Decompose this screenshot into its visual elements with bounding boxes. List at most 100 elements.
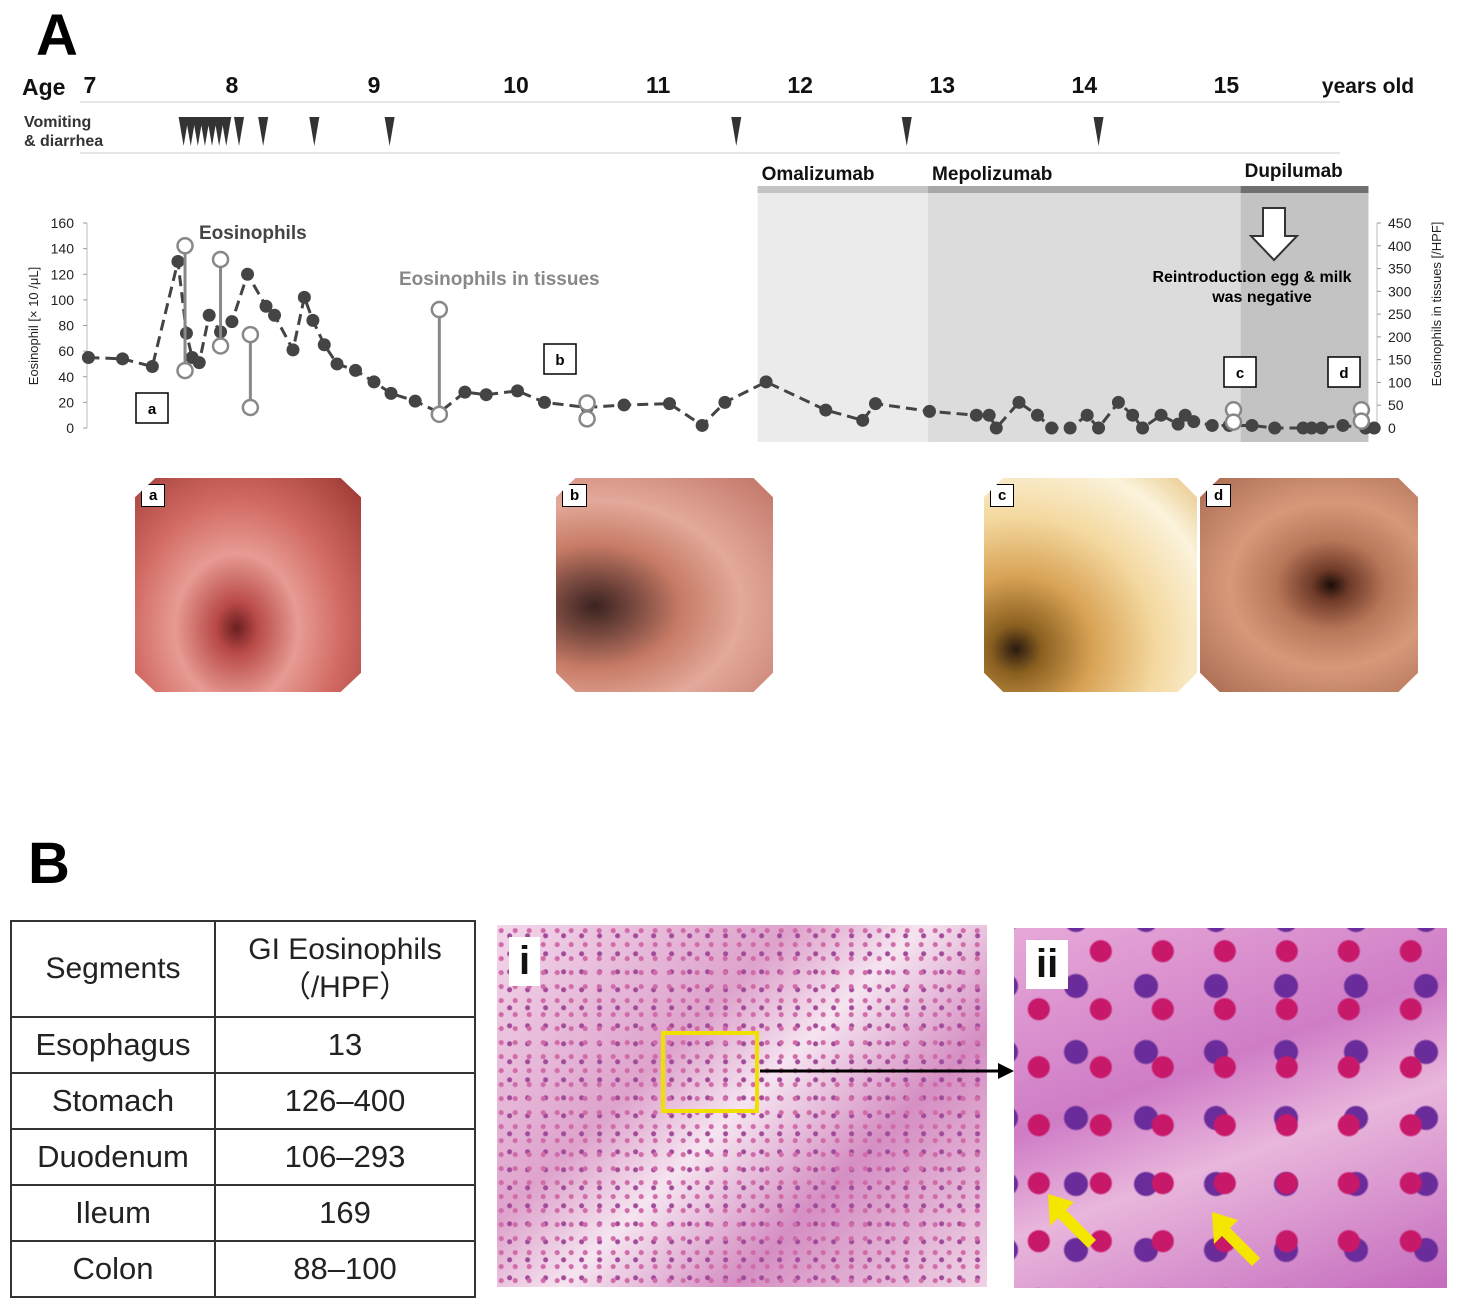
table-row: Colon 88–100 — [10, 1240, 476, 1298]
tissue-max-point — [176, 237, 194, 255]
age-timeline: Age 7 8 9 10 11 12 13 14 15 years old Vomiting & dia… — [22, 72, 1414, 154]
right-tick-label: 150 — [1388, 352, 1412, 368]
vomiting-event-marker — [731, 117, 742, 146]
eosinophil-point — [1187, 415, 1201, 429]
tissue-min-point — [1224, 413, 1243, 431]
eosinophil-point — [241, 267, 255, 281]
vomiting-event-marker — [384, 117, 395, 146]
right-tick-label: 400 — [1388, 238, 1412, 254]
eosinophil-point — [1336, 418, 1350, 432]
treatment-band — [757, 188, 929, 442]
eosinophil-point — [662, 397, 676, 411]
segment-cell: Colon — [10, 1240, 216, 1298]
eosinophil-point — [145, 360, 159, 373]
left-tick-label: 160 — [51, 215, 75, 231]
header-gi-eosinophils-line1: GI Eosinophils — [248, 933, 442, 966]
eosinophil-point — [695, 418, 709, 432]
eosinophil-point — [225, 315, 239, 329]
eosinophil-point — [116, 352, 130, 366]
eosinophil-point — [367, 375, 381, 389]
vomiting-event-marker — [185, 117, 196, 146]
vomiting-event-marker — [199, 117, 210, 146]
eosinophil-point — [268, 308, 282, 322]
histology-label-ii: ii — [1026, 940, 1069, 989]
eosinophil-point — [1205, 418, 1219, 432]
reintroduction-label-line2: was negative — [1211, 289, 1312, 306]
age-tick-label: 10 — [503, 72, 529, 98]
value-cell: 126–400 — [214, 1072, 476, 1130]
eosinophil-point — [171, 254, 185, 268]
endoscopy-marker-label: a — [148, 401, 157, 418]
tissue-min-point — [176, 361, 194, 380]
right-tick-label: 50 — [1388, 397, 1404, 413]
value-cell: 13 — [214, 1016, 476, 1074]
eosinophil-point — [1126, 408, 1140, 422]
left-tick-label: 60 — [58, 343, 74, 359]
right-tick-label: 0 — [1388, 420, 1396, 436]
endoscopy-label-d: d — [1206, 484, 1232, 507]
panel-b-letter: B — [28, 831, 70, 896]
eosinophil-point — [989, 421, 1003, 435]
treatment-band — [928, 188, 1241, 442]
tissue-max-point — [430, 300, 449, 319]
right-tick-label: 250 — [1388, 306, 1412, 322]
endoscopy-marker-box — [1223, 356, 1257, 388]
eosinophil-point — [718, 395, 732, 409]
unit-label: years old — [1322, 75, 1414, 98]
eosinophils-series-label: Eosinophils — [199, 223, 307, 244]
age-tick-label: 12 — [787, 72, 813, 98]
header-gi-eosinophils-line2: （/HPF） — [280, 971, 410, 1004]
eosinophil-point — [1305, 421, 1319, 435]
header-gi-eosinophils: GI Eosinophils （/HPF） — [214, 920, 476, 1018]
eosinophil-point — [1245, 418, 1259, 432]
left-tick-label: 80 — [58, 318, 74, 334]
left-tick-label: 0 — [66, 420, 74, 436]
table-header-row: Segments GI Eosinophils （/HPF） — [10, 920, 476, 1018]
eosinophil-point — [922, 404, 936, 418]
tissue-min-point — [211, 337, 230, 355]
value-cell: 169 — [214, 1184, 476, 1242]
tissue-min-point — [241, 398, 260, 417]
treatment-bar — [928, 186, 1241, 193]
eosinophil-point — [868, 397, 882, 411]
left-tick-label: 140 — [51, 241, 75, 257]
eosinophil-point — [479, 388, 493, 402]
age-tick-label: 8 — [226, 72, 239, 98]
endoscopy-marker-label: d — [1339, 365, 1348, 382]
endoscopy-image-d: d — [1200, 478, 1418, 692]
down-arrow-icon — [1248, 207, 1300, 262]
yellow-arrow-icon — [1212, 1212, 1260, 1266]
eosinophil-point — [856, 413, 870, 427]
eosinophil-point — [510, 384, 524, 398]
age-tick-label: 15 — [1214, 72, 1240, 98]
age-tick-label: 14 — [1072, 72, 1098, 98]
endoscopy-image-b: b — [556, 478, 773, 692]
tissue-max-point — [578, 394, 596, 412]
right-tick-label: 200 — [1388, 329, 1412, 345]
eosinophil-point — [349, 363, 363, 377]
eosinophil-point — [759, 375, 773, 389]
eosinophil-point — [458, 385, 472, 399]
eosinophil-point — [1268, 421, 1282, 435]
right-tick-label: 350 — [1388, 261, 1412, 277]
table-row: Stomach 126–400 — [10, 1072, 476, 1130]
endoscopy-label-a: a — [141, 484, 166, 507]
vomiting-event-marker — [192, 117, 203, 146]
eosinophil-point — [330, 357, 344, 371]
endoscopy-marker-label: b — [555, 352, 564, 369]
segment-cell: Duodenum — [10, 1128, 216, 1186]
tissue-series — [176, 237, 1371, 431]
left-tick-label: 120 — [51, 266, 75, 282]
eosinophil-point — [617, 398, 631, 412]
segment-cell: Ileum — [10, 1184, 216, 1242]
vomiting-label: Vomiting — [24, 114, 91, 131]
vomiting-event-marker — [258, 117, 269, 146]
panel-a-letter: A — [36, 3, 78, 68]
eosinophil-point — [969, 408, 983, 422]
axes: 0 20 40 60 80 100 120 140 160 0 50 100 150 200 250 300 3… — [26, 215, 1444, 436]
histology-image-ii: ii — [1014, 928, 1447, 1288]
header-segments: Segments — [10, 920, 216, 1018]
magnification-arrow — [760, 1063, 1014, 1079]
eosinophil-point — [1030, 408, 1044, 422]
endoscopy-marker-box — [1327, 356, 1361, 388]
